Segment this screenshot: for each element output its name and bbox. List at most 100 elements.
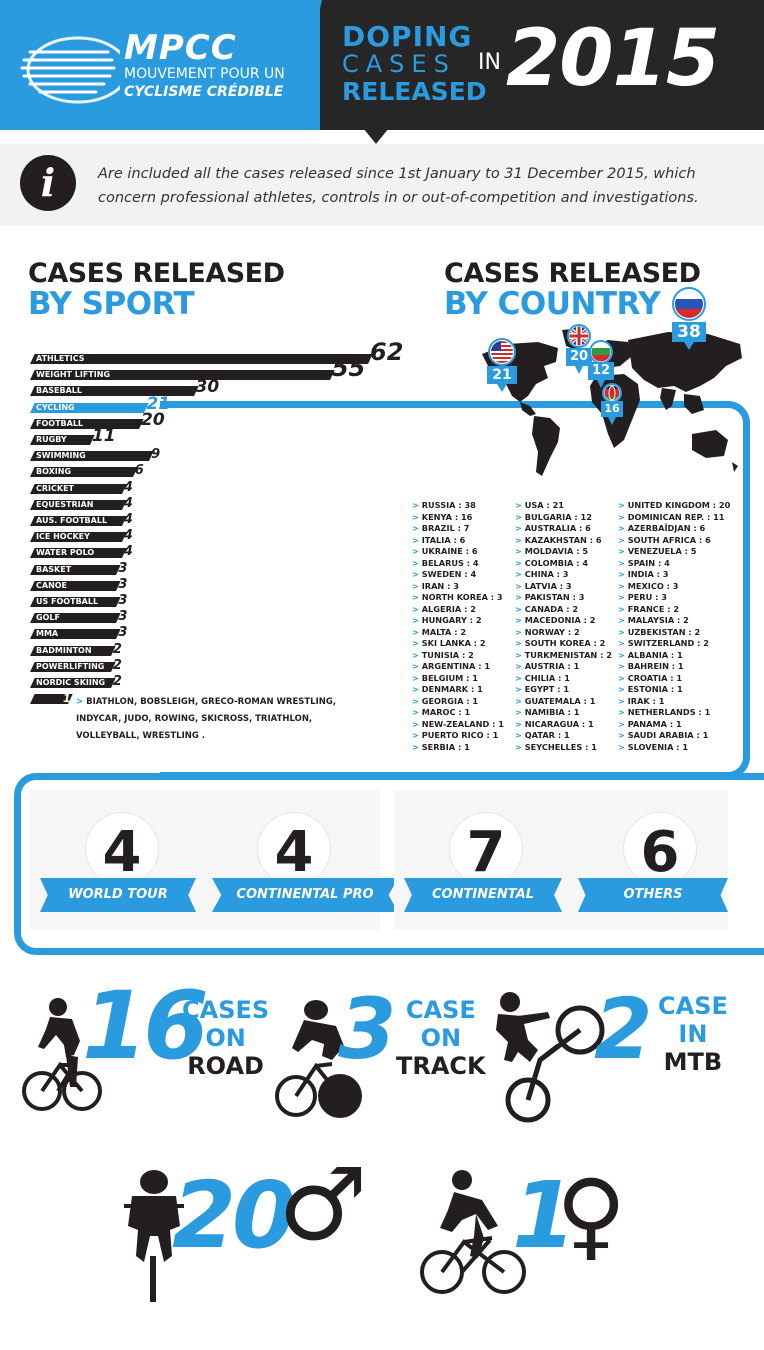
country-item: UZBEKISTAN : 2	[618, 627, 730, 639]
team-value: 7	[466, 820, 506, 885]
bar-value: 30	[195, 377, 220, 398]
bar-label: WATER POLO	[36, 548, 95, 558]
team-ribbon-0: WORLD TOUR	[40, 878, 196, 912]
bar-value: 2	[112, 657, 122, 673]
logo-mark-icon	[0, 0, 130, 130]
male-cyclist-icon	[118, 1166, 190, 1306]
bar-label: BASEBALL	[36, 386, 82, 396]
country-item: SKI LANKA : 2	[412, 638, 504, 650]
logo-subtitle-bold: CYCLISME CRÉDIBLE	[124, 84, 284, 100]
country-item: IRAN : 3	[412, 581, 504, 593]
bar-label: ATHLETICS	[36, 354, 85, 363]
title-doping: DOPING	[342, 20, 473, 53]
discipline-line2: ON	[205, 1024, 246, 1052]
country-list-col2: USA : 21BULGARIA : 12AUSTRALIA : 6KAZAKH…	[515, 500, 612, 753]
country-item: SWEDEN : 4	[412, 569, 504, 581]
country-item: CROATIA : 1	[618, 673, 730, 685]
country-item: USA : 21	[515, 500, 612, 512]
bar-label: WEIGHT LIFTING	[36, 370, 111, 380]
discipline-value: 3	[338, 980, 396, 1078]
bar-value: 6	[134, 463, 144, 479]
bar-label: BOXING	[36, 467, 72, 477]
country-item: PUERTO RICO : 1	[412, 730, 504, 742]
team-ribbon-3: OTHERS	[578, 878, 728, 912]
country-item: PAKISTAN : 3	[515, 592, 612, 604]
country-item: SWITZERLAND : 2	[618, 638, 730, 650]
bar-value-other: 1	[63, 692, 71, 706]
country-item: UNITED KINGDOM : 20	[618, 500, 731, 512]
team-circle	[257, 812, 331, 886]
pin-uk-value: 20	[569, 349, 589, 364]
country-item: MEXICO : 3	[618, 581, 730, 593]
discipline-label: CASE IN MTB	[658, 992, 728, 1076]
discipline-line1: CASES	[182, 996, 270, 1024]
bar-value: 2	[112, 674, 122, 689]
bar-label: POWERLIFTING	[36, 661, 105, 671]
bar-value: 3	[118, 560, 128, 576]
bar-label: FOOTBALL	[36, 418, 84, 428]
male-count: 20	[172, 1162, 296, 1269]
bar-label: CRICKET	[36, 483, 74, 493]
country-item: ITALIA : 6	[412, 535, 504, 547]
country-item: KENYA : 16	[412, 512, 504, 524]
bar-value: 20	[141, 409, 165, 430]
team-value: 4	[274, 820, 314, 885]
road-cyclist-icon	[22, 995, 102, 1125]
country-item: QATAR : 1	[515, 730, 612, 742]
bar-label: CANOE	[36, 580, 68, 590]
bar-value: 9	[151, 447, 161, 463]
discipline-line3: MTB	[663, 1048, 723, 1076]
country-item: UKRAINE : 6	[412, 546, 504, 558]
title-released: RELEASED	[342, 77, 487, 106]
sport-title: CASES RELEASED	[28, 258, 285, 289]
country-item: CHINA : 3	[515, 569, 612, 581]
logo-subtitle: MOUVEMENT POUR UN	[124, 66, 285, 82]
discipline-line1: CASE	[405, 996, 476, 1024]
country-item: BELGIUM : 1	[412, 673, 504, 685]
country-item: GUATEMALA : 1	[515, 696, 612, 708]
title-cases: CASES	[342, 50, 456, 78]
country-item: SOUTH KOREA : 2	[515, 638, 612, 650]
country-subtitle: BY COUNTRY	[444, 286, 661, 322]
mtb-cyclist-icon	[488, 990, 608, 1126]
country-item: MALAYSIA : 2	[618, 615, 730, 627]
country-item: MAROC : 1	[412, 707, 504, 719]
country-item: MOLDAVIA : 5	[515, 546, 612, 558]
country-item: COLOMBIA : 4	[515, 558, 612, 570]
country-item: NICARAGUA : 1	[515, 719, 612, 731]
country-item: AUSTRIA : 1	[515, 661, 612, 673]
bar-label: BADMINTON	[36, 645, 92, 655]
country-item: TURKMENISTAN : 2	[515, 650, 612, 662]
country-item: VENEZUELA : 5	[618, 546, 730, 558]
country-item: AZERBAÏDJAN : 6	[618, 523, 730, 535]
bar-label: SWIMMING	[36, 451, 86, 461]
sport-bar-chart: ATHLETICS 62 WEIGHT LIFTING 55 BASEBALL 30 CYC…	[0, 340, 420, 730]
pin-bulgaria: 12	[586, 340, 616, 390]
logo-title: MPCC	[124, 28, 237, 68]
pin-uk: 20	[564, 324, 594, 376]
bar-label: EQUESTRIAN	[36, 499, 94, 509]
pin-usa-value: 21	[492, 367, 512, 383]
pin-usa: 21	[485, 338, 519, 394]
country-item: ESTONIA : 1	[618, 684, 730, 696]
bar-value: 3	[118, 593, 128, 608]
bar-value: 21	[146, 393, 171, 414]
discipline-label: CASE ON TRACK	[396, 996, 486, 1080]
discipline-value: 2	[594, 980, 652, 1078]
country-item: NAMIBIA : 1	[515, 707, 612, 719]
country-item: TUNISIA : 2	[412, 650, 504, 662]
country-item: ALBANIA : 1	[618, 650, 730, 662]
country-item: LATVIA : 3	[515, 581, 612, 593]
pin-kenya-value: 16	[604, 402, 620, 415]
info-text: Are included all the cases released sinc…	[98, 166, 699, 206]
bar-value: 3	[118, 576, 128, 592]
female-count: 1	[512, 1162, 576, 1269]
bar-label: CYCLING	[36, 402, 75, 412]
bar-value: 4	[123, 479, 133, 495]
info-band	[0, 144, 764, 226]
country-item: IRAK : 1	[618, 696, 730, 708]
country-item: ALGERIA : 2	[412, 604, 504, 616]
track-cyclist-icon	[274, 996, 364, 1124]
country-item: NORWAY : 2	[515, 627, 612, 639]
country-item: DENMARK : 1	[412, 684, 504, 696]
